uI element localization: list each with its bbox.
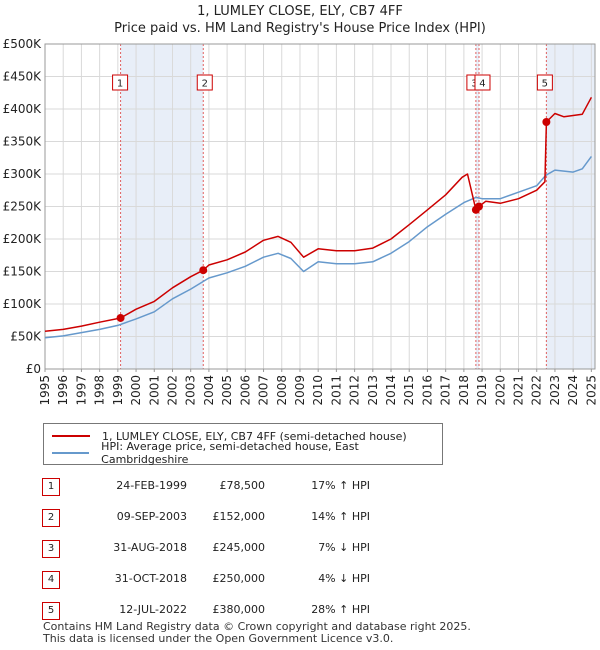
sale-price: £245,000 — [212, 541, 266, 554]
legend-label-property: 1, LUMLEY CLOSE, ELY, CB7 4FF (semi-deta… — [102, 429, 407, 443]
x-tick-label: 2016 — [420, 375, 434, 406]
legend-item-property: 1, LUMLEY CLOSE, ELY, CB7 4FF (semi-deta… — [52, 429, 407, 443]
x-tick-label: 2002 — [165, 375, 179, 406]
sale-number-badge: 4 — [42, 571, 60, 589]
chart-title: 1, LUMLEY CLOSE, ELY, CB7 4FF Price paid… — [0, 3, 600, 37]
x-tick-label: 2017 — [439, 375, 453, 406]
x-tick-label: 2020 — [493, 375, 507, 406]
y-tick-label: £150K — [3, 265, 43, 279]
series-line-property — [44, 96, 593, 333]
sale-hpi-diff: 28% ↑ HPI — [311, 603, 370, 616]
x-tick-label: 1999 — [111, 375, 125, 406]
sale-price: £152,000 — [212, 510, 266, 523]
legend-swatch-property — [52, 435, 90, 437]
x-tick-label: 2021 — [512, 375, 526, 406]
sale-label-text: 2 — [202, 79, 208, 90]
sale-hpi-diff: 4% ↓ HPI — [318, 572, 370, 585]
y-tick-label: £450K — [3, 70, 43, 84]
sale-point — [474, 202, 483, 211]
sale-number-badge: 2 — [42, 509, 60, 527]
x-tick-label: 2005 — [220, 375, 234, 406]
sale-label-box — [536, 74, 553, 91]
y-tick-label: £0 — [26, 362, 41, 376]
sale-hpi-diff: 17% ↑ HPI — [311, 479, 370, 492]
sale-hpi-diff: 7% ↓ HPI — [318, 541, 370, 554]
x-tick-label: 2014 — [384, 375, 398, 406]
x-tick-label: 2025 — [584, 375, 598, 406]
x-tick-label: 2013 — [366, 375, 380, 406]
x-tick-label: 2003 — [184, 375, 198, 406]
y-tick-label: £100K — [3, 297, 43, 311]
x-tick-label: 2024 — [566, 375, 580, 406]
sale-date: 31-AUG-2018 — [113, 541, 187, 554]
sale-row: 3 31-AUG-2018 £245,000 7% ↓ HPI — [42, 535, 462, 566]
sale-label-text: 4 — [479, 79, 485, 90]
x-tick-label: 2015 — [402, 375, 416, 406]
sale-label-text: 1 — [117, 79, 123, 90]
x-tick-label: 2008 — [275, 375, 289, 406]
price-chart: £0 £50K £100K £150K £200K £250K £300K £350K £400… — [3, 37, 599, 406]
sale-price: £78,500 — [219, 479, 266, 492]
chart-title-line1: 1, LUMLEY CLOSE, ELY, CB7 4FF — [197, 4, 403, 19]
x-tick-label: 2022 — [530, 375, 544, 406]
plot-frame — [44, 43, 596, 370]
x-tick-label: 2009 — [293, 375, 307, 406]
sale-point — [199, 266, 208, 275]
sale-label-box — [474, 74, 491, 91]
x-tick-label: 1996 — [56, 375, 70, 406]
sale-price: £380,000 — [212, 603, 266, 616]
y-tick-label: £350K — [3, 135, 43, 149]
sale-hpi-diff: 14% ↑ HPI — [311, 510, 370, 523]
footer-licence: This data is licensed under the Open Gov… — [43, 632, 394, 645]
sale-date: 09-SEP-2003 — [116, 510, 187, 523]
y-tick-label: £500K — [3, 37, 43, 51]
y-tick-label: £200K — [3, 232, 43, 246]
chart-title-line2: Price paid vs. HM Land Registry's House … — [114, 21, 486, 36]
x-tick-label: 1995 — [38, 375, 52, 406]
sale-row: 1 24-FEB-1999 £78,500 17% ↑ HPI — [42, 473, 462, 504]
x-tick-label: 2012 — [348, 375, 362, 406]
x-tick-label: 2019 — [475, 375, 489, 406]
sale-row: 5 12-JUL-2022 £380,000 28% ↑ HPI — [42, 597, 462, 628]
footer: Contains HM Land Registry data © Crown c… — [43, 621, 471, 645]
x-tick-label: 1998 — [93, 375, 107, 406]
x-tick-label: 2011 — [329, 375, 343, 406]
x-tick-label: 2023 — [548, 375, 562, 406]
sale-price: £250,000 — [212, 572, 266, 585]
x-tick-label: 1997 — [74, 375, 88, 406]
sale-number-badge: 3 — [42, 540, 60, 558]
legend: 1, LUMLEY CLOSE, ELY, CB7 4FF (semi-deta… — [43, 423, 443, 466]
sale-label-box — [196, 74, 213, 91]
x-tick-label: 2000 — [129, 375, 143, 406]
x-tick-label: 2007 — [257, 375, 271, 406]
sale-label-text: 3 — [471, 79, 477, 90]
series-line-hpi — [44, 155, 593, 339]
legend-label-hpi: HPI: Average price, semi-detached house,… — [101, 440, 359, 466]
sale-number-badge: 5 — [42, 602, 60, 620]
sale-row: 4 31-OCT-2018 £250,000 4% ↓ HPI — [42, 566, 462, 597]
sale-number-badge: 1 — [42, 478, 60, 496]
y-tick-label: £250K — [3, 200, 43, 214]
x-tick-label: 2010 — [311, 375, 325, 406]
legend-swatch-hpi — [52, 452, 90, 454]
sale-label-text: 5 — [542, 79, 548, 90]
x-tick-label: 2001 — [147, 375, 161, 406]
x-tick-label: 2006 — [238, 375, 252, 406]
sale-date: 24-FEB-1999 — [116, 479, 187, 492]
y-tick-label: £300K — [3, 167, 43, 181]
sale-point — [116, 313, 125, 322]
sales-table: 1 24-FEB-1999 £78,500 17% ↑ HPI 2 09-SEP… — [42, 473, 462, 628]
y-tick-label: £400K — [3, 102, 43, 116]
x-tick-label: 2004 — [202, 375, 216, 406]
x-tick-label: 2018 — [457, 375, 471, 406]
sale-label-box — [112, 74, 129, 91]
sale-point — [542, 118, 551, 126]
sale-row: 2 09-SEP-2003 £152,000 14% ↑ HPI — [42, 504, 462, 535]
sale-date: 12-JUL-2022 — [119, 603, 187, 616]
footer-copyright: Contains HM Land Registry data © Crown c… — [43, 620, 471, 633]
y-tick-label: £50K — [10, 330, 42, 344]
legend-item-hpi: HPI: Average price, semi-detached house,… — [52, 440, 442, 466]
sale-date: 31-OCT-2018 — [114, 572, 187, 585]
